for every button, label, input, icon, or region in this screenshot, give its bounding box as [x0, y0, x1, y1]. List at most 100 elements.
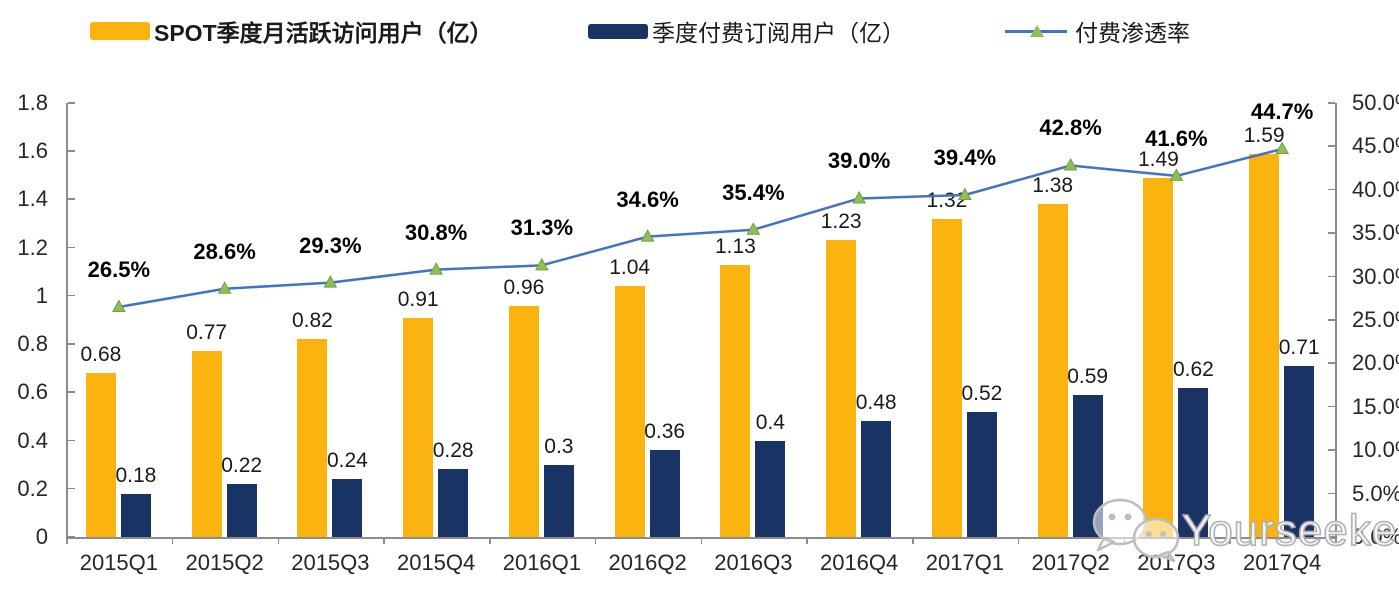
penetration-rate-label: 39.4% [933, 145, 997, 170]
y-axis-tick-label: 1 [35, 282, 48, 308]
x-axis-category-label: 2016Q4 [819, 550, 899, 575]
mau-bar-label: 1.38 [1032, 174, 1074, 198]
subscriber-bar-label: 0.52 [961, 381, 1003, 405]
y-axis-tick [68, 246, 75, 249]
mau-bar [931, 218, 962, 537]
x-axis-tick [277, 537, 279, 544]
mau-bar-label: 0.68 [80, 343, 122, 367]
y-axis-tick-label: 1.2 [17, 234, 48, 260]
y-axis-tick [68, 536, 75, 538]
legend-item-penetration: 付费渗透率 [1005, 18, 1190, 46]
secondary-y-axis-tick-label: 20.0% [1352, 350, 1399, 376]
mau-bar-label: 1.59 [1243, 123, 1285, 147]
yellow-bar-swatch [90, 22, 150, 40]
subscriber-bar [332, 479, 363, 537]
legend-label-penetration: 付费渗透率 [1075, 20, 1190, 46]
y-axis-tick [68, 487, 75, 490]
y-axis-tick [68, 391, 75, 393]
subscriber-bar-label: 0.4 [755, 410, 785, 434]
subscriber-bar-label: 0.28 [432, 439, 474, 463]
secondary-y-axis-tick-label: 35.0% [1352, 220, 1399, 246]
secondary-y-axis-tick-label: 10.0% [1352, 437, 1399, 463]
subscriber-bar [120, 493, 151, 537]
x-axis-category-label: 2015Q1 [79, 550, 159, 575]
mau-bar-label: 0.96 [503, 275, 545, 299]
subscriber-bar [649, 450, 680, 537]
mau-bar [191, 351, 222, 537]
wechat-icon [1092, 498, 1180, 563]
y-axis-tick [68, 150, 75, 152]
secondary-y-axis-line [1335, 103, 1337, 537]
penetration-rate-label: 28.6% [193, 238, 256, 264]
x-axis-tick [1335, 537, 1337, 544]
secondary-y-axis-tick-label: 40.0% [1352, 176, 1399, 202]
mau-bar-label: 1.23 [820, 210, 862, 234]
penetration-rate-label: 44.7% [1250, 99, 1314, 124]
triangle-marker-icon [112, 299, 126, 312]
mau-bar-label: 0.91 [397, 287, 439, 311]
x-axis-category-label: 2017Q4 [1242, 550, 1322, 575]
secondary-y-axis-tick-label: 25.0% [1352, 307, 1399, 332]
penetration-rate-label: 41.6% [1145, 125, 1208, 151]
secondary-y-axis-tick-label: 50.0% [1352, 90, 1399, 115]
mau-bar [85, 373, 116, 537]
subscriber-bar-label: 0.24 [326, 449, 368, 473]
secondary-y-axis-tick [1328, 405, 1335, 408]
mau-bar [403, 317, 434, 537]
navy-bar-swatch [588, 23, 648, 39]
subscriber-bar-label: 0.22 [221, 453, 263, 477]
x-axis-category-label: 2015Q2 [185, 550, 264, 575]
y-axis-tick [68, 198, 75, 200]
x-axis-category-label: 2016Q2 [608, 550, 687, 575]
secondary-y-axis-tick-label: 0.0% [1352, 524, 1399, 549]
mau-bar-label: 0.77 [186, 321, 228, 345]
y-axis-tick-label: 1.8 [17, 90, 48, 115]
secondary-y-axis-tick [1328, 102, 1335, 104]
y-axis-line [66, 103, 68, 537]
y-axis-tick-label: 0.2 [17, 475, 48, 501]
x-axis-tick [383, 537, 385, 544]
y-axis-tick-label: 1.6 [17, 138, 48, 164]
x-axis-category-label: 2015Q3 [291, 550, 370, 575]
subscriber-bar [1178, 387, 1209, 537]
secondary-y-axis-tick-label: 15.0% [1352, 393, 1399, 419]
watermark-text: Yourseeker [1181, 505, 1399, 556]
triangle-marker-icon [640, 229, 655, 242]
triangle-marker-icon [852, 190, 866, 204]
x-axis-tick [1229, 537, 1231, 544]
mau-bar-label: 1.13 [714, 234, 756, 258]
x-axis-category-label: 2017Q1 [925, 550, 1005, 575]
mau-bar-label: 1.04 [609, 256, 651, 280]
y-axis-tick-label: 0.4 [17, 427, 48, 453]
secondary-y-axis-tick [1328, 275, 1335, 278]
subscriber-bar-label: 0.71 [1278, 335, 1320, 359]
x-axis-tick [1017, 537, 1020, 544]
mau-bar [297, 339, 328, 537]
triangle-marker-icon [429, 262, 443, 275]
subscriber-bar-label: 0.3 [544, 434, 574, 458]
watermark: Yourseeker [1090, 498, 1399, 564]
subscriber-bar [543, 464, 574, 537]
penetration-rate-label: 26.5% [87, 256, 151, 282]
secondary-y-axis-tick [1328, 188, 1335, 191]
triangle-marker-icon [323, 275, 338, 288]
mau-bar [826, 240, 857, 537]
y-axis-tick-label: 0.6 [17, 379, 48, 405]
y-axis-tick [68, 102, 75, 104]
legend-label-mau: SPOT季度月活跃访问用户（亿） [154, 20, 493, 46]
x-axis-category-label: 2016Q3 [714, 550, 793, 575]
subscriber-bar [755, 440, 786, 537]
triangle-marker-icon [217, 281, 232, 294]
subscriber-bar-label: 0.62 [1172, 357, 1214, 381]
subscriber-bar [438, 469, 469, 537]
penetration-rate-label: 35.4% [722, 179, 785, 205]
triangle-marker-icon [535, 257, 549, 271]
secondary-y-axis-tick [1328, 362, 1335, 364]
penetration-rate-label: 30.8% [404, 219, 468, 245]
x-axis-tick [489, 537, 491, 544]
secondary-y-axis-tick-label: 5.0% [1352, 480, 1399, 506]
mau-bar-label: 1.32 [926, 188, 968, 212]
subscriber-bar [226, 483, 257, 537]
secondary-y-axis-tick-label: 45.0% [1352, 133, 1399, 159]
